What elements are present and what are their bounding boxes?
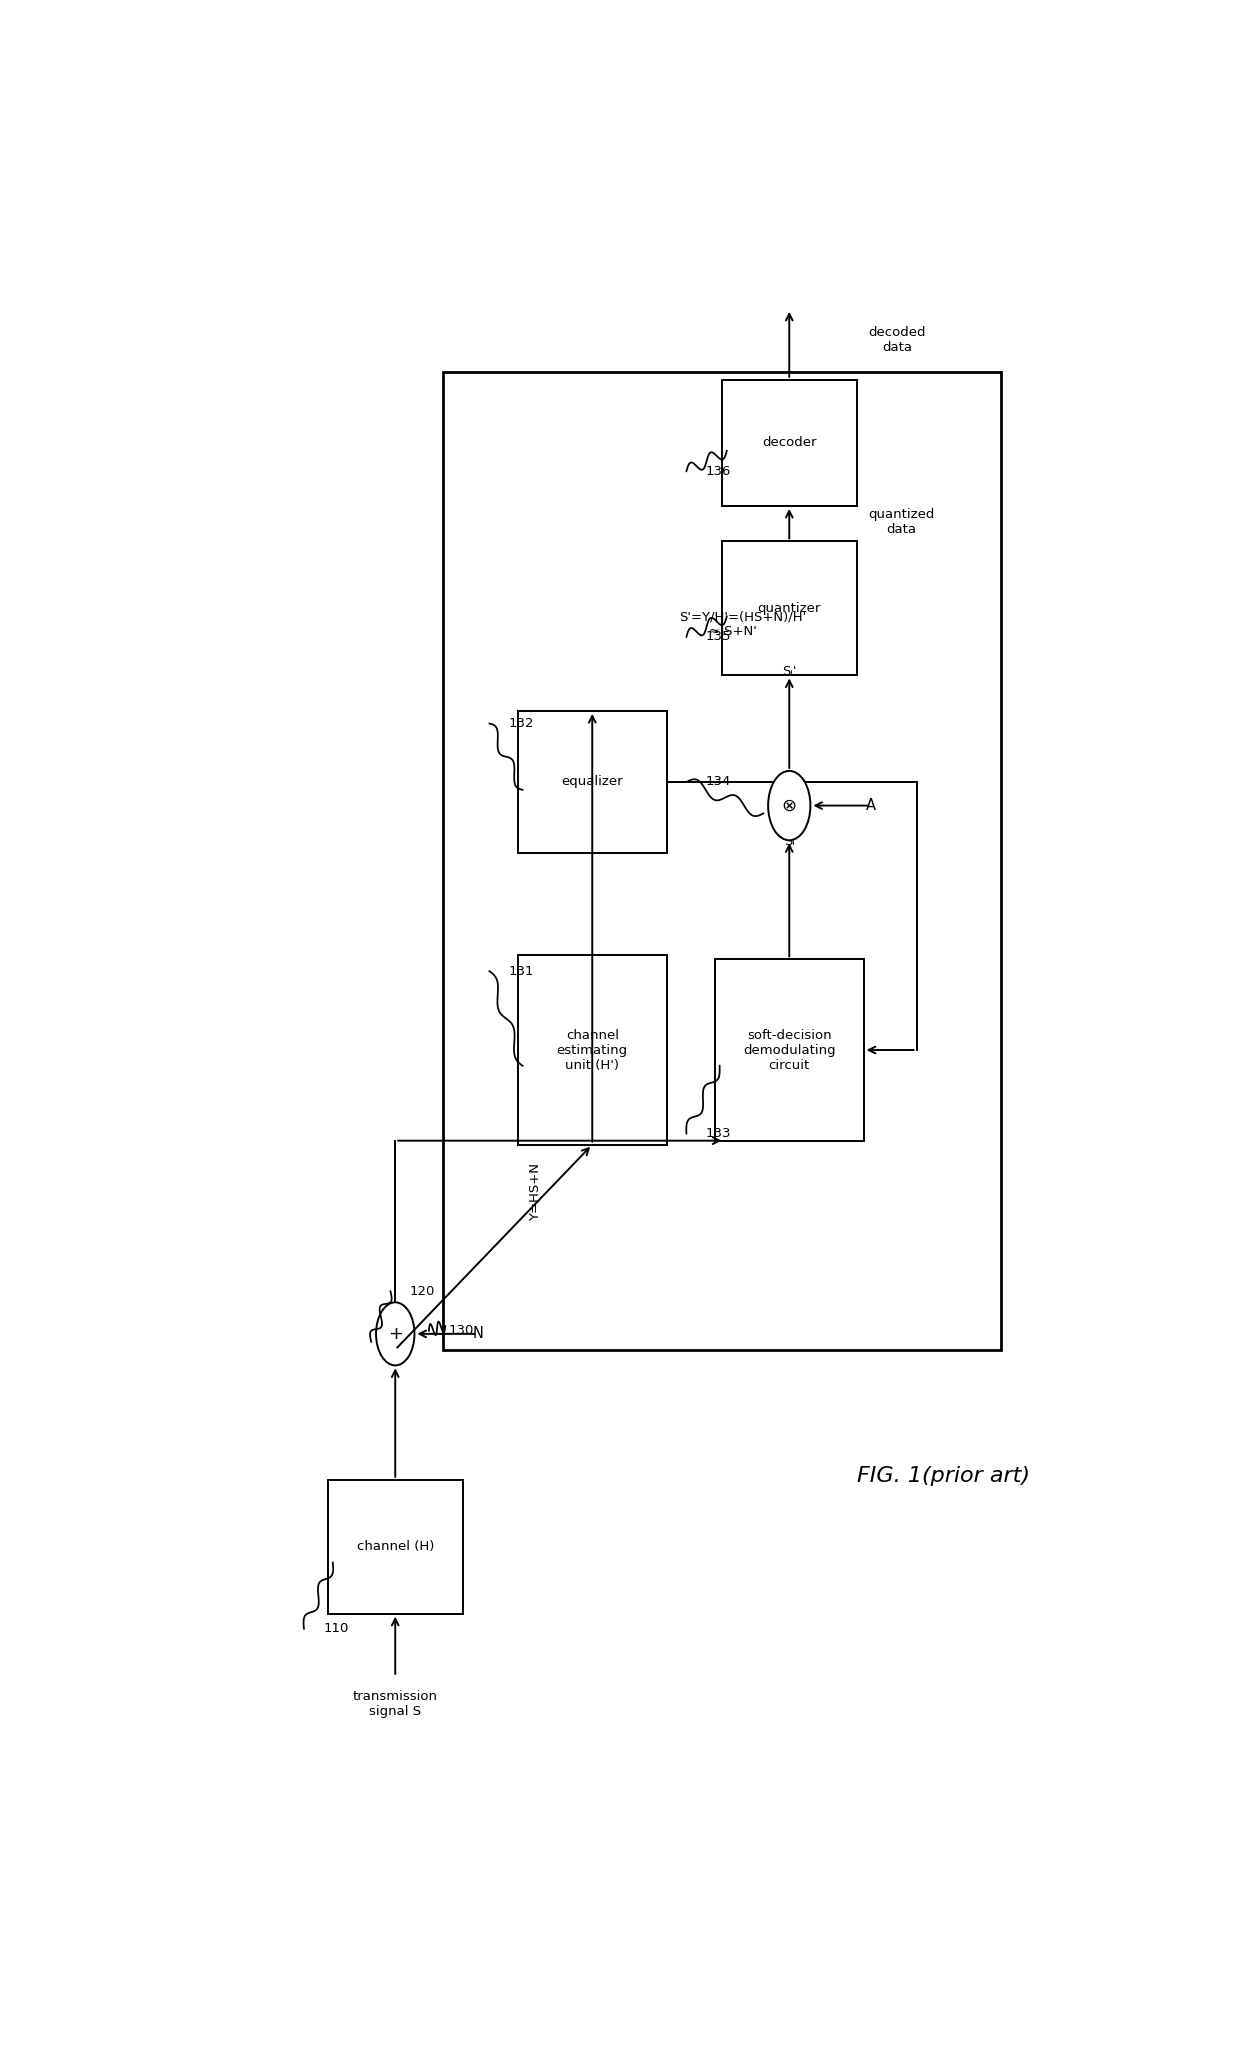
Text: quantizer: quantizer bbox=[758, 602, 821, 614]
Text: channel (H): channel (H) bbox=[357, 1540, 434, 1552]
Text: N: N bbox=[472, 1327, 484, 1341]
Text: soft-decision
demodulating
circuit: soft-decision demodulating circuit bbox=[743, 1028, 836, 1071]
Circle shape bbox=[376, 1303, 414, 1366]
Text: decoded
data: decoded data bbox=[868, 326, 925, 354]
Text: 136: 136 bbox=[706, 465, 732, 477]
Bar bbox=[518, 954, 667, 1145]
Text: 110: 110 bbox=[324, 1622, 348, 1634]
Text: Y=HS+N: Y=HS+N bbox=[529, 1163, 542, 1221]
Text: 120: 120 bbox=[409, 1284, 435, 1298]
Text: decoder: decoder bbox=[763, 436, 816, 449]
Text: Sᵢ': Sᵢ' bbox=[782, 666, 796, 678]
Text: S'=Y/H'=(HS+N)/H'
       ≈ S+N': S'=Y/H'=(HS+N)/H' ≈ S+N' bbox=[678, 610, 806, 639]
Text: 134: 134 bbox=[706, 776, 732, 788]
Bar bbox=[444, 373, 1001, 1350]
Bar bbox=[722, 541, 857, 676]
Bar bbox=[714, 958, 864, 1141]
Text: 135: 135 bbox=[706, 631, 732, 643]
Bar bbox=[327, 1481, 463, 1614]
Text: quantized
data: quantized data bbox=[868, 508, 935, 537]
Bar bbox=[722, 379, 857, 506]
Text: FIG. 1(prior art): FIG. 1(prior art) bbox=[857, 1466, 1029, 1485]
Text: equalizer: equalizer bbox=[562, 776, 622, 788]
Text: 131: 131 bbox=[508, 965, 534, 977]
Bar bbox=[518, 711, 667, 852]
Text: +: + bbox=[388, 1325, 403, 1343]
Text: ⊗: ⊗ bbox=[781, 797, 797, 815]
Text: 132: 132 bbox=[508, 717, 534, 729]
Text: 133: 133 bbox=[706, 1126, 732, 1141]
Text: transmission
signal S: transmission signal S bbox=[352, 1690, 438, 1718]
Text: 130: 130 bbox=[448, 1325, 474, 1337]
Text: channel
estimating
unit (H'): channel estimating unit (H') bbox=[557, 1028, 627, 1071]
Text: A: A bbox=[866, 799, 877, 813]
Circle shape bbox=[768, 770, 811, 840]
Text: Sᵢ: Sᵢ bbox=[784, 836, 795, 848]
